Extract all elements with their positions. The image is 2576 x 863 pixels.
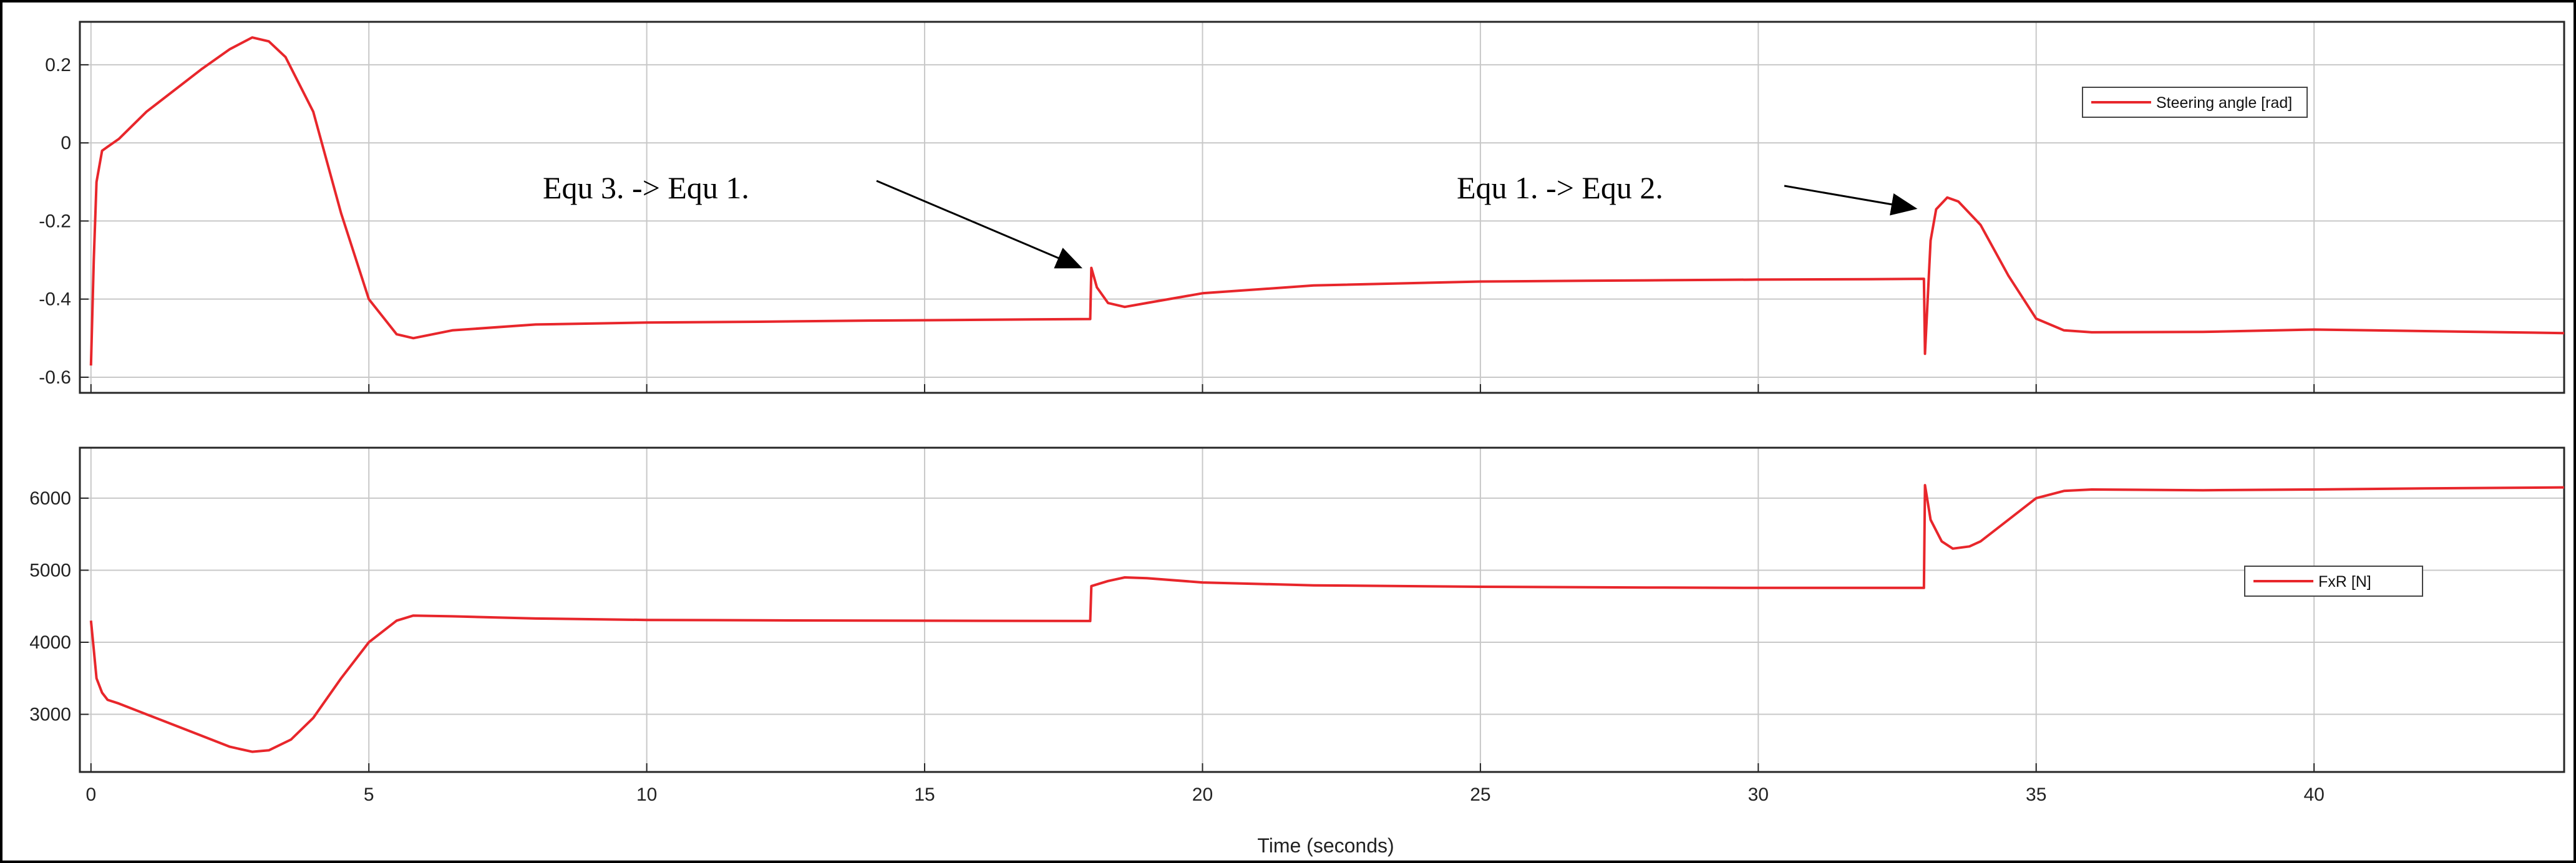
annotation-text: Equ 1. -> Equ 2.: [1457, 170, 1663, 205]
y-tick-label: -0.6: [39, 367, 71, 388]
y-tick-label: 0.2: [45, 55, 71, 75]
fxr-panel: 3000 4000 5000 6000 0 5 10 15 20 25 30 35 40 FxR [N]: [29, 446, 2565, 805]
x-tick-label: 0: [85, 784, 96, 805]
y-tick-label: 0: [61, 133, 71, 153]
x-tick-label: 25: [1470, 784, 1490, 805]
x-tick-label: 15: [914, 784, 935, 805]
y-tick-label: 5000: [29, 560, 71, 581]
annotation-arrow: [876, 180, 1083, 269]
y-tick-label: 6000: [29, 488, 71, 509]
series-line: [89, 36, 2565, 366]
x-tick-label: 20: [1192, 784, 1213, 805]
y-tick-label: -0.4: [39, 289, 71, 310]
x-tick-label: 10: [636, 784, 657, 805]
y-tick-label: -0.2: [39, 211, 71, 231]
axes-box: [79, 21, 2565, 394]
x-axis-label: Time (seconds): [1257, 834, 1394, 857]
axes-box: [79, 446, 2565, 773]
annotation-text: Equ 3. -> Equ 1.: [543, 170, 749, 205]
y-tick-label: 4000: [29, 632, 71, 653]
legend-box: [2244, 566, 2423, 597]
steering-angle-panel: -0.6 -0.4 -0.2 0 0.2 Steering angle [rad]: [39, 21, 2565, 394]
series-line: [89, 484, 2565, 753]
annotation-arrow: [1784, 185, 1918, 216]
y-tick-label: 3000: [29, 705, 71, 725]
x-tick-label: 30: [1748, 784, 1769, 805]
x-tick-label: 35: [2026, 784, 2046, 805]
legend-label: FxR [N]: [2318, 573, 2371, 591]
annotations-layer: Equ 3. -> Equ 1. Equ 1. -> Equ 2.: [543, 170, 1918, 269]
x-tick-label: 40: [2303, 784, 2324, 805]
x-tick-label: 5: [364, 784, 374, 805]
legend-label: Steering angle [rad]: [2156, 94, 2292, 112]
